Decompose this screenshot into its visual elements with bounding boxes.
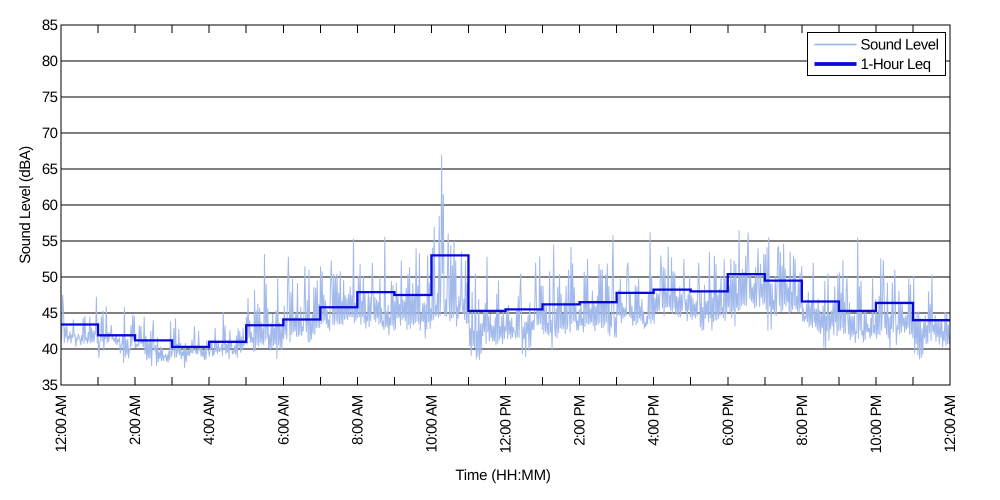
svg-text:6:00 PM: 6:00 PM (720, 395, 737, 446)
svg-text:12:00 AM: 12:00 AM (942, 395, 959, 452)
svg-text:55: 55 (42, 233, 58, 250)
svg-text:6:00 AM: 6:00 AM (275, 395, 292, 445)
svg-text:1-Hour Leq: 1-Hour Leq (861, 56, 931, 73)
svg-text:35: 35 (42, 377, 58, 394)
svg-text:8:00 PM: 8:00 PM (794, 395, 811, 446)
svg-text:4:00 PM: 4:00 PM (646, 395, 663, 446)
svg-text:10:00 PM: 10:00 PM (868, 395, 885, 453)
svg-text:12:00 AM: 12:00 AM (53, 395, 70, 452)
svg-text:85: 85 (42, 17, 58, 34)
svg-text:70: 70 (42, 125, 58, 142)
svg-text:12:00 PM: 12:00 PM (498, 395, 515, 453)
svg-text:Time (HH:MM): Time (HH:MM) (455, 467, 551, 484)
svg-text:60: 60 (42, 197, 58, 214)
svg-text:2:00 PM: 2:00 PM (572, 395, 589, 446)
svg-text:Sound Level: Sound Level (861, 37, 939, 54)
svg-text:75: 75 (42, 89, 58, 106)
svg-text:10:00 AM: 10:00 AM (423, 395, 440, 452)
svg-text:8:00 AM: 8:00 AM (349, 395, 366, 445)
svg-text:65: 65 (42, 161, 58, 178)
svg-text:45: 45 (42, 305, 58, 322)
svg-text:40: 40 (42, 341, 58, 358)
svg-text:4:00 AM: 4:00 AM (201, 395, 218, 445)
svg-text:Sound Level (dBA): Sound Level (dBA) (17, 146, 34, 264)
svg-text:50: 50 (42, 269, 58, 286)
svg-text:80: 80 (42, 53, 58, 70)
svg-text:2:00 AM: 2:00 AM (127, 395, 144, 445)
